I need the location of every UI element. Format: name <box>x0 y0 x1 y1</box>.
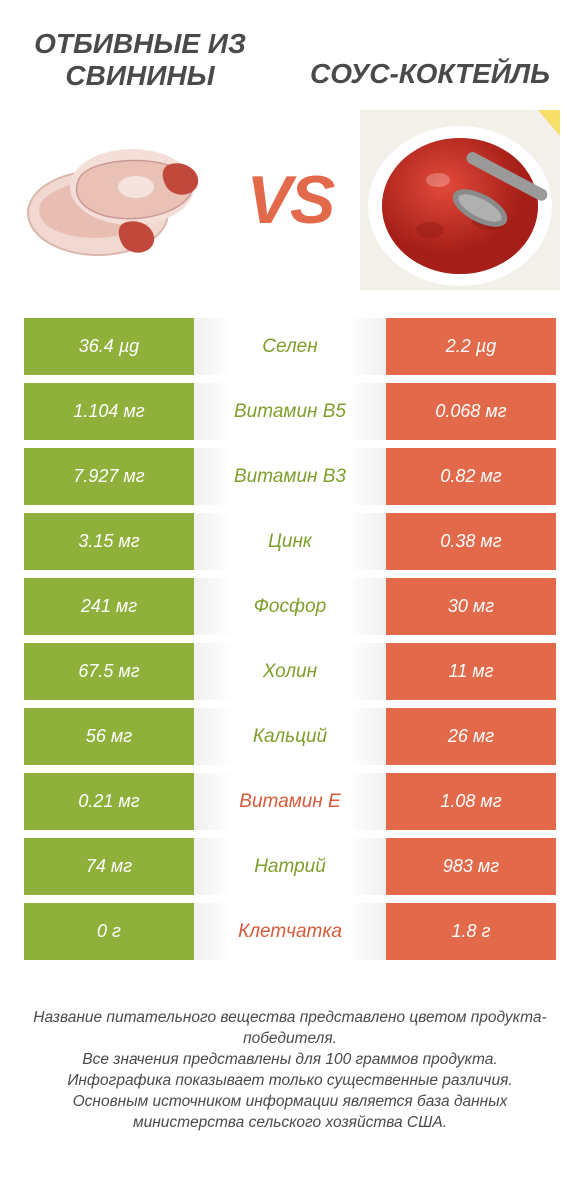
nutrient-label: Витамин E <box>194 773 386 830</box>
right-product-title: СОУС-КОКТЕЙЛЬ <box>300 58 560 90</box>
nutrient-row: 7.927 мгВитамин B30.82 мг <box>24 448 556 505</box>
left-value-cell: 74 мг <box>24 838 194 895</box>
right-value-cell: 0.068 мг <box>386 383 556 440</box>
images-row: VS <box>0 92 580 318</box>
left-product-image <box>20 110 220 290</box>
right-value-cell: 1.08 мг <box>386 773 556 830</box>
nutrient-row: 0 гКлетчатка1.8 г <box>24 903 556 960</box>
nutrient-label: Витамин B5 <box>194 383 386 440</box>
nutrient-label: Фосфор <box>194 578 386 635</box>
left-value-cell: 1.104 мг <box>24 383 194 440</box>
footer-line: Все значения представлены для 100 граммо… <box>30 1050 550 1071</box>
right-product-image <box>360 110 560 290</box>
right-value-cell: 0.82 мг <box>386 448 556 505</box>
footer-line: Основным источником информации является … <box>30 1092 550 1134</box>
right-value-cell: 26 мг <box>386 708 556 765</box>
left-value-cell: 67.5 мг <box>24 643 194 700</box>
footer-line: Название питательного вещества представл… <box>30 1008 550 1050</box>
left-value-cell: 0.21 мг <box>24 773 194 830</box>
right-value-cell: 1.8 г <box>386 903 556 960</box>
header: ОТБИВНЫЕ ИЗ СВИНИНЫ СОУС-КОКТЕЙЛЬ <box>0 0 580 92</box>
vs-label: VS <box>247 161 334 239</box>
nutrient-row: 3.15 мгЦинк0.38 мг <box>24 513 556 570</box>
nutrient-label: Кальций <box>194 708 386 765</box>
right-value-cell: 0.38 мг <box>386 513 556 570</box>
nutrient-label: Селен <box>194 318 386 375</box>
left-value-cell: 36.4 µg <box>24 318 194 375</box>
left-value-cell: 56 мг <box>24 708 194 765</box>
left-value-cell: 3.15 мг <box>24 513 194 570</box>
left-product-title: ОТБИВНЫЕ ИЗ СВИНИНЫ <box>20 28 260 92</box>
nutrient-label: Натрий <box>194 838 386 895</box>
left-value-cell: 7.927 мг <box>24 448 194 505</box>
footer-line: Инфографика показывает только существенн… <box>30 1071 550 1092</box>
nutrient-label: Цинк <box>194 513 386 570</box>
nutrient-row: 1.104 мгВитамин B50.068 мг <box>24 383 556 440</box>
left-value-cell: 0 г <box>24 903 194 960</box>
comparison-table: 36.4 µgСелен2.2 µg 1.104 мгВитамин B50.06… <box>0 318 580 960</box>
right-value-cell: 2.2 µg <box>386 318 556 375</box>
nutrient-label: Клетчатка <box>194 903 386 960</box>
nutrient-label: Витамин B3 <box>194 448 386 505</box>
nutrient-row: 74 мгНатрий983 мг <box>24 838 556 895</box>
nutrient-row: 67.5 мгХолин11 мг <box>24 643 556 700</box>
nutrient-label: Холин <box>194 643 386 700</box>
right-value-cell: 983 мг <box>386 838 556 895</box>
nutrient-row: 56 мгКальций26 мг <box>24 708 556 765</box>
left-value-cell: 241 мг <box>24 578 194 635</box>
footer-notes: Название питательного вещества представл… <box>0 968 580 1134</box>
right-value-cell: 30 мг <box>386 578 556 635</box>
right-value-cell: 11 мг <box>386 643 556 700</box>
nutrient-row: 36.4 µgСелен2.2 µg <box>24 318 556 375</box>
nutrient-row: 0.21 мгВитамин E1.08 мг <box>24 773 556 830</box>
nutrient-row: 241 мгФосфор30 мг <box>24 578 556 635</box>
